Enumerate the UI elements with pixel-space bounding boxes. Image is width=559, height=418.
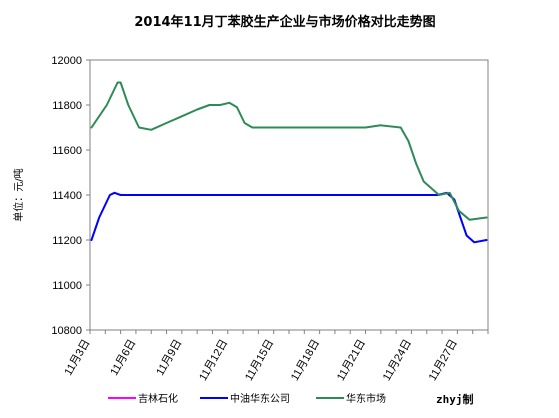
x-tick-label: 11月3日 xyxy=(62,338,92,378)
x-tick-label: 11月24日 xyxy=(381,338,414,384)
series-lines xyxy=(90,81,488,244)
x-tick-label: 11月15日 xyxy=(243,338,276,384)
series-line-1 xyxy=(90,191,488,244)
y-tick-label: 11600 xyxy=(52,145,82,157)
x-tick-label: 11月21日 xyxy=(335,338,368,384)
y-tick-label: 11400 xyxy=(52,190,82,202)
legend-label-0: 吉林石化 xyxy=(138,392,178,405)
y-tick-label: 10800 xyxy=(51,325,82,337)
y-tick-label: 11000 xyxy=(52,280,82,292)
x-tick-label: 11月27日 xyxy=(427,338,460,384)
series-line-2 xyxy=(90,81,488,221)
axes: 10800 11000 11200 11400 11600 11800 12000 11月3日… xyxy=(51,55,489,384)
x-tick-label: 11月18日 xyxy=(289,338,322,384)
x-tick-label: 11月12日 xyxy=(197,338,230,384)
legend: 吉林石化 中油华东公司 华东市场 xyxy=(108,392,386,405)
y-tick-label: 12000 xyxy=(51,55,82,67)
chart-title: 2014年11月丁苯胶生产企业与市场价格对比走势图 xyxy=(134,14,435,30)
credit-label: zhyj制 xyxy=(436,392,474,406)
y-tick-label: 11800 xyxy=(52,100,82,112)
legend-label-2: 华东市场 xyxy=(346,392,386,405)
y-tick-label: 11200 xyxy=(52,235,82,247)
y-axis-label: 单位：元/吨 xyxy=(12,168,25,221)
x-tick-label: 11月9日 xyxy=(154,338,184,378)
legend-label-1: 中油华东公司 xyxy=(230,392,290,405)
x-tick-label: 11月6日 xyxy=(108,338,138,378)
